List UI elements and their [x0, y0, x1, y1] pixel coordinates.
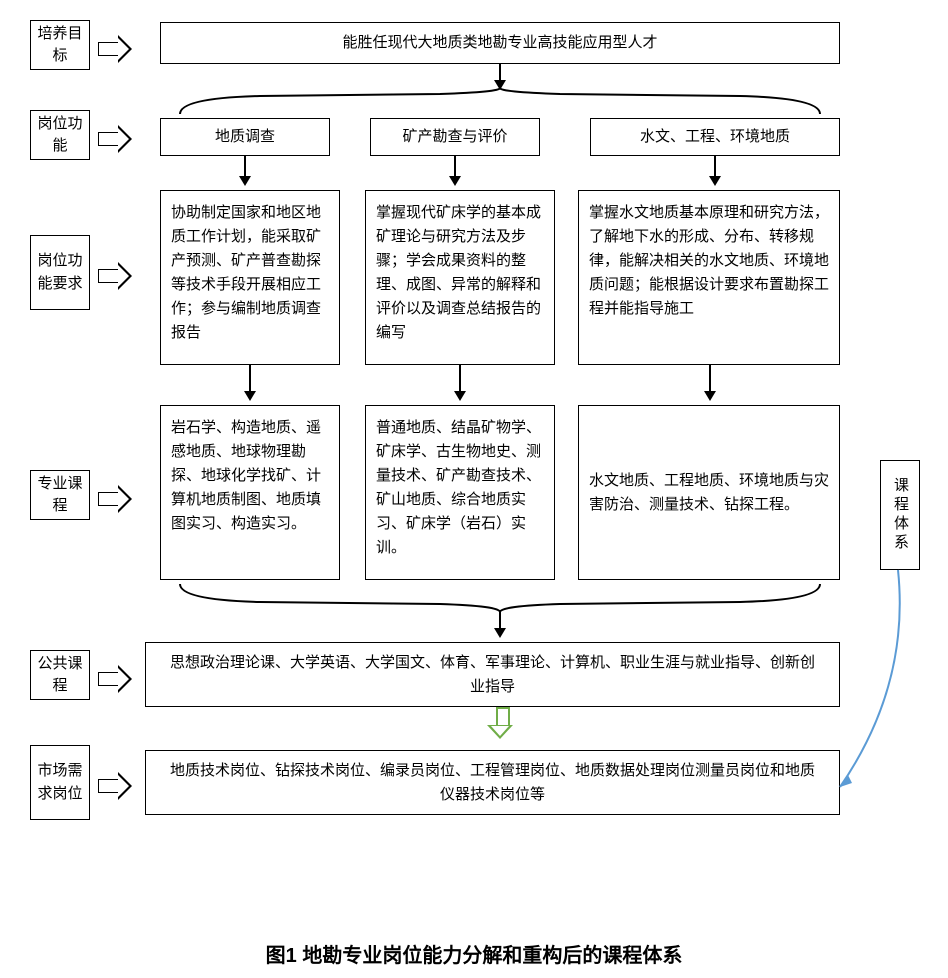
goal-content: 能胜任现代大地质类地勘专业高技能应用型人才	[160, 22, 840, 64]
label-major: 专业课程	[30, 470, 90, 520]
label-function: 岗位功能	[30, 110, 90, 160]
arrow-market	[98, 772, 132, 800]
arrow-public	[98, 665, 132, 693]
requirement-3: 掌握水文地质基本原理和研究方法，了解地下水的形成、分布、转移规律，能解决相关的水…	[578, 190, 840, 365]
market-content: 地质技术岗位、钻探技术岗位、编录员岗位、工程管理岗位、地质数据处理岗位测量员岗位…	[145, 750, 840, 815]
label-goal: 培养目标	[30, 20, 90, 70]
major-1: 岩石学、构造地质、遥感地质、地球物理勘探、地球化学找矿、计算机地质制图、地质填图…	[160, 405, 340, 580]
arrow-major	[98, 485, 132, 513]
function-2: 矿产勘查与评价	[370, 118, 540, 156]
public-content: 思想政治理论课、大学英语、大学国文、体育、军事理论、计算机、职业生涯与就业指导、…	[145, 642, 840, 707]
requirement-2: 掌握现代矿床学的基本成矿理论与研究方法及步骤；学会成果资料的整理、成图、异常的解…	[365, 190, 555, 365]
major-2: 普通地质、结晶矿物学、矿床学、古生物地史、测量技术、矿产勘查技术、矿山地质、综合…	[365, 405, 555, 580]
label-course-system: 课程体系	[880, 460, 920, 570]
bracket-bottom	[160, 582, 840, 612]
bracket-top	[160, 88, 840, 116]
flowchart-diagram: 培养目标 能胜任现代大地质类地勘专业高技能应用型人才 岗位功能 地质调查 矿产勘…	[10, 10, 938, 930]
arrow-requirement	[98, 262, 132, 290]
green-arrow-down	[493, 707, 513, 739]
function-1: 地质调查	[160, 118, 330, 156]
arrow-function	[98, 125, 132, 153]
course-system-text: 课程体系	[888, 477, 912, 553]
figure-caption: 图1 地勘专业岗位能力分解和重构后的课程体系	[0, 929, 948, 978]
major-3: 水文地质、工程地质、环境地质与灾害防治、测量技术、钻探工程。	[578, 405, 840, 580]
function-3: 水文、工程、环境地质	[590, 118, 840, 156]
label-requirement: 岗位功能要求	[30, 235, 90, 310]
label-public: 公共课程	[30, 650, 90, 700]
requirement-1: 协助制定国家和地区地质工作计划，能采取矿产预测、矿产普查勘探等技术手段开展相应工…	[160, 190, 340, 365]
blue-curve-arrow	[830, 565, 930, 815]
arrow-goal	[98, 35, 132, 63]
label-market: 市场需求岗位	[30, 745, 90, 820]
